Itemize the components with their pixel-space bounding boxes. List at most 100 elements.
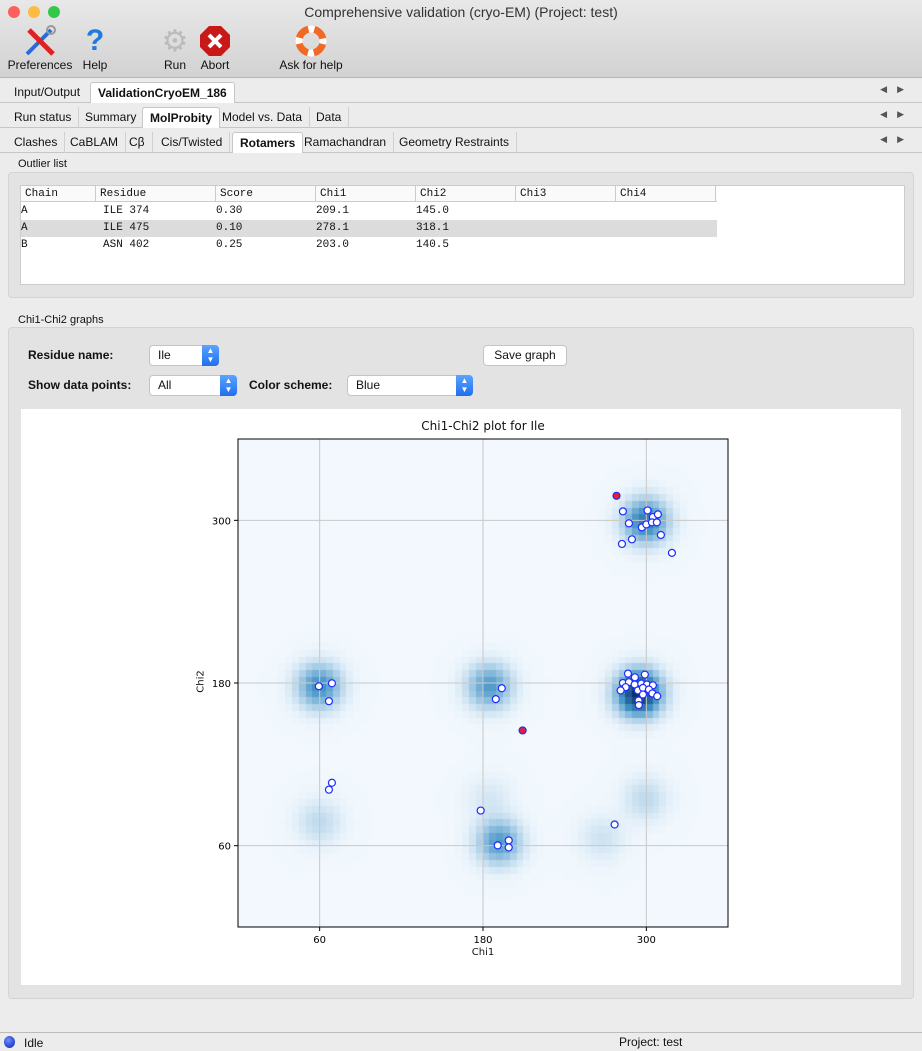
- table-cell: 145.0: [416, 205, 450, 217]
- tab-cbeta[interactable]: Cβ: [122, 132, 153, 153]
- data-point: [324, 785, 334, 794]
- outlier-list-title: Outlier list: [18, 158, 67, 170]
- show-data-points-label: Show data points:: [28, 378, 132, 392]
- column-header-chi3[interactable]: Chi3: [516, 186, 616, 202]
- table-cell: ASN 402: [103, 239, 150, 251]
- graphs-title: Chi1-Chi2 graphs: [18, 314, 104, 326]
- column-header-chain[interactable]: Chain: [21, 186, 96, 202]
- title-bar: Comprehensive validation (cryo-EM) (Proj…: [0, 0, 922, 78]
- status-bar: Idle Project: test: [0, 1032, 922, 1051]
- data-point: [314, 682, 323, 691]
- data-point: [630, 673, 639, 682]
- column-header-chi4[interactable]: Chi4: [616, 186, 716, 202]
- tab-rotamers[interactable]: Rotamers: [232, 132, 304, 153]
- tab-input-output[interactable]: Input/Output: [14, 85, 81, 99]
- select-stepper-icon: ▲ ▼: [220, 375, 237, 396]
- tab-scroll-arrows[interactable]: ◀▶: [880, 84, 914, 94]
- lifebuoy-icon: [276, 24, 346, 58]
- save-graph-button[interactable]: Save graph: [483, 345, 567, 366]
- column-header-chi2[interactable]: Chi2: [416, 186, 516, 202]
- tab-geometry-restraints[interactable]: Geometry Restraints: [392, 132, 518, 153]
- job-tabs: Input/Output ValidationCryoEM_186 ◀▶: [0, 79, 922, 103]
- tab-scroll-arrows[interactable]: ◀▶: [880, 109, 914, 119]
- abort-button[interactable]: Abort: [196, 24, 234, 72]
- table-row[interactable]: B ASN 402 0.25 203.0 140.5: [21, 237, 717, 254]
- table-cell: 278.1: [316, 222, 350, 234]
- tab-molprobity[interactable]: MolProbity: [142, 107, 220, 128]
- tab-clashes[interactable]: Clashes: [7, 132, 66, 153]
- tab-cablam[interactable]: CaBLAM: [63, 132, 127, 153]
- data-point: [656, 530, 665, 540]
- data-point: [624, 519, 634, 528]
- outlier-point: [518, 726, 527, 735]
- outlier-point: [612, 491, 621, 500]
- data-point: [493, 841, 502, 850]
- data-point: [497, 684, 506, 693]
- table-cell: 0.10: [216, 222, 243, 234]
- outlier-table[interactable]: Chain Residue Score Chi1 Chi2 Chi3 Chi4 A ILE 37…: [20, 185, 905, 285]
- tab-data[interactable]: Data: [309, 107, 350, 128]
- data-point: [618, 507, 628, 516]
- table-cell: ILE 475: [103, 222, 150, 234]
- status-indicator-icon: [4, 1036, 15, 1048]
- data-point: [610, 820, 619, 829]
- data-point: [504, 836, 513, 845]
- column-header-residue[interactable]: Residue: [96, 186, 216, 202]
- tab-run-status[interactable]: Run status: [7, 107, 80, 128]
- table-cell: A: [21, 205, 28, 217]
- table-cell: 140.5: [416, 239, 450, 251]
- minimize-window-button[interactable]: [28, 6, 40, 18]
- tab-summary[interactable]: Summary: [78, 107, 145, 128]
- molprobity-tabs: Clashes CaBLAM Cβ Cis/Twisted Rotamers R…: [0, 129, 922, 153]
- gear-icon: ⚙: [161, 24, 189, 58]
- tab-validation-job[interactable]: ValidationCryoEM_186: [90, 82, 235, 103]
- data-point: [327, 778, 337, 787]
- run-button[interactable]: ⚙ Run: [158, 24, 192, 73]
- question-mark-icon: ?: [85, 24, 105, 57]
- x-axis-label: Chi1: [471, 947, 495, 958]
- data-point: [643, 506, 652, 515]
- tab-scroll-arrows[interactable]: ◀▶: [880, 134, 914, 144]
- window-title: Comprehensive validation (cryo-EM) (Proj…: [304, 4, 618, 20]
- x-tick-label: 300: [637, 935, 656, 946]
- select-stepper-icon: ▲ ▼: [202, 345, 219, 366]
- data-point: [653, 510, 663, 519]
- column-header-chi1[interactable]: Chi1: [316, 186, 416, 202]
- x-tick-label: 180: [473, 935, 492, 946]
- tab-ramachandran[interactable]: Ramachandran: [297, 132, 395, 153]
- data-point: [634, 700, 643, 710]
- data-point: [476, 806, 485, 815]
- residue-name-label: Residue name:: [28, 348, 114, 362]
- chart-title: Chi1-Chi2 plot for Ile: [421, 419, 545, 433]
- zoom-window-button[interactable]: [48, 6, 60, 18]
- help-button[interactable]: ? Help: [78, 24, 112, 72]
- preferences-button[interactable]: Preferences: [6, 24, 74, 72]
- data-point: [504, 843, 513, 852]
- table-header: [21, 186, 717, 202]
- column-header-score[interactable]: Score: [216, 186, 316, 202]
- data-point: [327, 679, 337, 688]
- table-cell: 0.30: [216, 205, 243, 217]
- y-tick-label: 60: [218, 842, 231, 853]
- table-cell: 0.25: [216, 239, 243, 251]
- tab-model-vs-data[interactable]: Model vs. Data: [215, 107, 311, 128]
- close-window-button[interactable]: [8, 6, 20, 18]
- show-data-points-select[interactable]: All ▲ ▼: [149, 375, 237, 396]
- ask-for-help-button[interactable]: Ask for help: [276, 24, 346, 72]
- color-scheme-select[interactable]: Blue ▲ ▼: [347, 375, 473, 396]
- table-cell: ILE 374: [103, 205, 150, 217]
- table-cell: 209.1: [316, 205, 350, 217]
- tab-cis-twisted[interactable]: Cis/Twisted: [154, 132, 231, 153]
- data-point: [652, 518, 661, 527]
- data-point: [627, 535, 637, 544]
- color-scheme-label: Color scheme:: [249, 378, 333, 392]
- y-axis-label: Chi2: [195, 670, 207, 693]
- table-row[interactable]: A ILE 475 0.10 278.1 318.1: [21, 220, 717, 237]
- table-row[interactable]: A ILE 374 0.30 209.1 145.0: [21, 203, 717, 220]
- table-cell: 203.0: [316, 239, 350, 251]
- residue-name-select[interactable]: Ile ▲ ▼: [149, 345, 219, 366]
- y-tick-label: 300: [212, 516, 231, 527]
- data-point: [616, 686, 625, 695]
- data-point: [653, 692, 662, 701]
- data-point: [667, 548, 677, 557]
